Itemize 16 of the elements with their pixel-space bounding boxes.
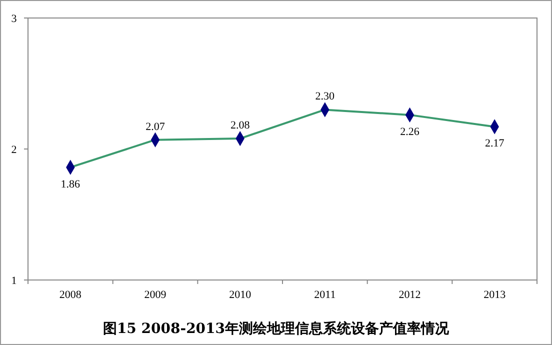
data-label: 2.08 <box>230 120 250 132</box>
x-tick-label: 2013 <box>484 289 506 301</box>
data-label: 2.07 <box>146 120 166 133</box>
x-tick-label: 2012 <box>398 289 421 301</box>
data-label: 2.17 <box>484 138 505 150</box>
x-tick-label: 2009 <box>144 289 167 301</box>
data-label: 2.30 <box>315 90 336 103</box>
x-tick-label: 2008 <box>59 289 82 301</box>
text: 图15 2008-2013年测绘地理信息系统设备产值率情况 <box>102 320 450 337</box>
x-tick-label: 2010 <box>229 289 252 301</box>
y-tick-label: 2 <box>11 144 17 156</box>
data-label: 1.86 <box>60 178 81 190</box>
y-tick-label: 3 <box>11 12 18 25</box>
y-tick-label: 1 <box>11 274 17 287</box>
data-label: 2.26 <box>400 126 420 138</box>
x-tick-label: 2011 <box>314 289 336 301</box>
